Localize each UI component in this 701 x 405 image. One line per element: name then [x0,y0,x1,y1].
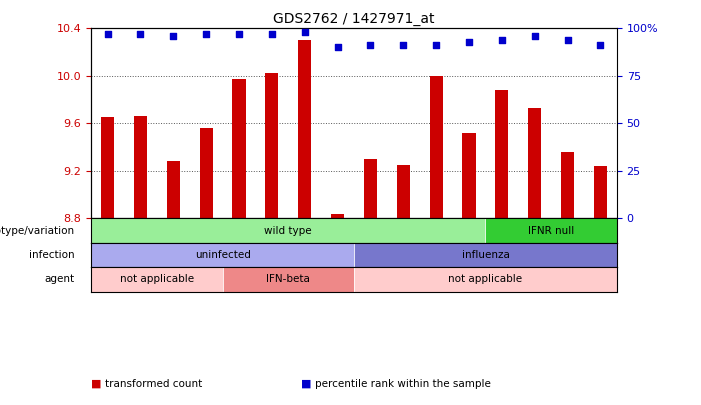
Text: influenza: influenza [461,250,510,260]
Point [562,36,573,43]
Text: ■: ■ [301,379,312,389]
Bar [233,79,245,218]
Bar [134,116,147,218]
Point [200,31,212,37]
Point [595,42,606,49]
Point [102,31,113,37]
Text: IFN-beta: IFN-beta [266,274,311,284]
Bar [364,159,377,218]
Text: transformed count: transformed count [105,379,203,389]
Text: genotype/variation: genotype/variation [0,226,75,236]
Point [266,31,278,37]
FancyBboxPatch shape [91,243,354,267]
Bar [528,108,541,218]
Bar [594,166,607,218]
Bar [496,90,508,218]
Bar [101,117,114,218]
Bar [167,161,180,218]
FancyBboxPatch shape [354,243,617,267]
FancyBboxPatch shape [485,218,617,243]
FancyBboxPatch shape [91,218,485,243]
Text: infection: infection [29,250,75,260]
Point [496,36,508,43]
Text: ■: ■ [91,379,102,389]
Text: agent: agent [45,274,75,284]
Bar [397,165,410,218]
Text: wild type: wild type [264,226,312,236]
Bar [331,213,344,218]
Title: GDS2762 / 1427971_at: GDS2762 / 1427971_at [273,12,435,26]
FancyBboxPatch shape [354,267,617,292]
Point [430,42,442,49]
Text: percentile rank within the sample: percentile rank within the sample [315,379,491,389]
Text: not applicable: not applicable [449,274,522,284]
FancyBboxPatch shape [223,267,354,292]
Point [463,38,475,45]
Bar [430,76,443,218]
Point [332,44,343,51]
FancyBboxPatch shape [91,267,223,292]
Text: IFNR null: IFNR null [528,226,574,236]
Text: uninfected: uninfected [195,250,250,260]
Bar [298,40,311,218]
Bar [265,73,278,218]
Point [168,33,179,39]
Point [299,29,311,35]
Point [233,31,245,37]
Point [397,42,409,49]
Point [135,31,146,37]
Bar [561,152,574,218]
Text: not applicable: not applicable [120,274,194,284]
Point [529,33,540,39]
Bar [200,128,212,218]
Bar [463,133,475,218]
Point [365,42,376,49]
